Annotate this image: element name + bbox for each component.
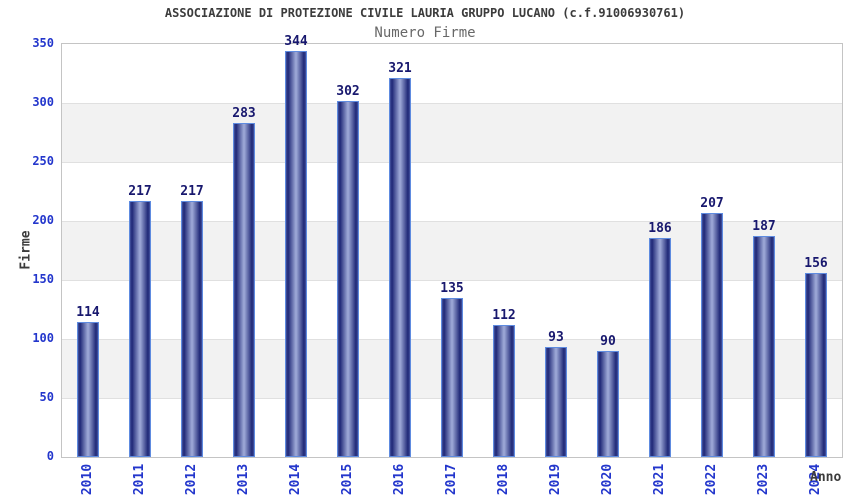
x-tick-label: 2021 [652, 463, 668, 495]
bar-2023 [753, 236, 775, 457]
y-tick-label: 250 [32, 154, 54, 168]
chart-title: ASSOCIAZIONE DI PROTEZIONE CIVILE LAURIA… [164, 6, 686, 20]
bar-value-label: 114 [76, 305, 100, 321]
x-tick-label: 2011 [132, 463, 148, 495]
x-tick-label: 2013 [236, 463, 252, 495]
x-tick-label: 2014 [288, 463, 304, 495]
bar-2013 [233, 123, 255, 457]
bar-value-label: 156 [804, 255, 828, 271]
y-tick-label: 200 [32, 213, 54, 227]
bar-2021 [649, 237, 671, 457]
bar-value-label: 302 [336, 83, 360, 99]
bar-value-label: 90 [600, 333, 616, 349]
x-tick-label: 2016 [392, 463, 408, 495]
bar-2014 [285, 51, 307, 457]
bar-value-label: 93 [548, 330, 564, 346]
y-tick-label: 100 [32, 331, 54, 345]
bar-2017 [441, 297, 463, 457]
x-tick-label: 2015 [340, 463, 356, 495]
bar-2022 [701, 212, 723, 457]
bar-2024 [805, 272, 827, 457]
bar-2019 [545, 347, 567, 457]
bar-value-label: 344 [284, 34, 308, 50]
bar-value-label: 135 [440, 280, 464, 296]
x-tick-label: 2012 [184, 463, 200, 495]
bar-2012 [181, 200, 203, 457]
bar-value-label: 217 [128, 183, 152, 199]
bar-2020 [597, 350, 619, 457]
plot-area [61, 43, 843, 458]
grid-band [62, 221, 842, 280]
bar-2016 [389, 78, 411, 457]
bar-value-label: 321 [388, 61, 412, 77]
chart-subtitle: Numero Firme [374, 25, 476, 41]
x-tick-label: 2010 [80, 463, 96, 495]
grid-band [62, 44, 842, 103]
bar-value-label: 187 [752, 219, 776, 235]
x-tick-label: 2023 [756, 463, 772, 495]
y-tick-label: 350 [32, 36, 54, 50]
x-tick-label: 2019 [548, 463, 564, 495]
x-tick-label: 2018 [496, 463, 512, 495]
bar-value-label: 217 [180, 183, 204, 199]
bar-value-label: 283 [232, 106, 256, 122]
bar-2010 [77, 322, 99, 457]
bar-2011 [129, 200, 151, 457]
bar-value-label: 207 [700, 195, 724, 211]
bar-value-label: 186 [648, 220, 672, 236]
y-tick-label: 300 [32, 95, 54, 109]
x-tick-label: 2022 [704, 463, 720, 495]
x-tick-label: 2017 [444, 463, 460, 495]
y-tick-label: 150 [32, 272, 54, 286]
bar-value-label: 112 [492, 307, 516, 323]
bar-2015 [337, 100, 359, 457]
x-axis-title: Anno [810, 470, 842, 485]
x-tick-label: 2020 [600, 463, 616, 495]
y-axis-title: Firme [18, 230, 34, 270]
grid-band [62, 103, 842, 162]
y-tick-label: 50 [39, 390, 54, 404]
bar-2018 [493, 324, 515, 457]
y-tick-label: 0 [46, 449, 54, 463]
